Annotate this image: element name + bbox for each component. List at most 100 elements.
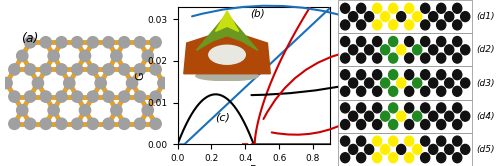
Circle shape xyxy=(380,111,390,121)
Circle shape xyxy=(444,111,454,121)
Text: (a): (a) xyxy=(21,32,38,45)
Circle shape xyxy=(420,53,430,63)
Circle shape xyxy=(372,153,382,163)
Circle shape xyxy=(460,144,470,154)
Circle shape xyxy=(24,37,36,48)
Circle shape xyxy=(356,103,366,113)
Circle shape xyxy=(412,111,422,121)
Circle shape xyxy=(340,53,349,63)
Circle shape xyxy=(356,37,366,46)
Circle shape xyxy=(436,86,446,96)
Circle shape xyxy=(103,64,114,75)
Circle shape xyxy=(396,78,406,88)
Circle shape xyxy=(340,153,349,163)
Circle shape xyxy=(134,37,145,48)
Circle shape xyxy=(150,91,161,102)
Circle shape xyxy=(134,64,145,75)
Circle shape xyxy=(364,45,374,55)
Circle shape xyxy=(1,77,12,89)
Circle shape xyxy=(372,20,382,30)
Circle shape xyxy=(428,45,438,55)
Circle shape xyxy=(436,53,446,63)
Circle shape xyxy=(56,37,67,48)
Circle shape xyxy=(24,118,36,129)
Circle shape xyxy=(452,86,462,96)
Circle shape xyxy=(388,153,398,163)
Circle shape xyxy=(436,20,446,30)
Circle shape xyxy=(436,103,446,113)
Circle shape xyxy=(72,118,83,129)
Circle shape xyxy=(444,12,454,22)
Circle shape xyxy=(444,144,454,154)
Circle shape xyxy=(348,144,358,154)
Circle shape xyxy=(436,136,446,146)
Circle shape xyxy=(428,78,438,88)
Circle shape xyxy=(340,70,349,80)
Circle shape xyxy=(150,118,161,129)
Circle shape xyxy=(110,105,122,116)
Circle shape xyxy=(142,105,154,116)
Circle shape xyxy=(372,103,382,113)
Circle shape xyxy=(436,37,446,46)
Circle shape xyxy=(404,103,414,113)
Circle shape xyxy=(340,37,349,46)
Circle shape xyxy=(364,12,374,22)
Circle shape xyxy=(87,64,99,75)
Bar xyxy=(338,0,471,33)
Circle shape xyxy=(420,86,430,96)
Circle shape xyxy=(340,103,349,113)
Circle shape xyxy=(356,20,366,30)
Circle shape xyxy=(340,20,349,30)
Circle shape xyxy=(348,12,358,22)
Circle shape xyxy=(452,103,462,113)
Circle shape xyxy=(24,91,36,102)
Circle shape xyxy=(436,153,446,163)
Circle shape xyxy=(87,91,99,102)
Circle shape xyxy=(372,86,382,96)
Circle shape xyxy=(142,50,154,62)
Circle shape xyxy=(24,64,36,75)
Circle shape xyxy=(404,120,414,129)
Circle shape xyxy=(118,118,130,129)
Text: (d4): (d4) xyxy=(476,112,495,121)
Circle shape xyxy=(340,120,349,129)
Text: (d2): (d2) xyxy=(476,45,495,54)
Circle shape xyxy=(412,12,422,22)
Circle shape xyxy=(80,105,90,116)
Circle shape xyxy=(460,45,470,55)
Circle shape xyxy=(380,12,390,22)
Circle shape xyxy=(412,78,422,88)
Circle shape xyxy=(388,86,398,96)
Circle shape xyxy=(388,120,398,129)
Text: (d3): (d3) xyxy=(476,79,495,87)
Circle shape xyxy=(388,53,398,63)
Circle shape xyxy=(452,153,462,163)
Circle shape xyxy=(404,53,414,63)
Circle shape xyxy=(404,153,414,163)
Circle shape xyxy=(72,91,83,102)
Circle shape xyxy=(9,91,20,102)
Circle shape xyxy=(356,86,366,96)
Circle shape xyxy=(48,105,60,116)
Circle shape xyxy=(16,50,28,62)
Circle shape xyxy=(158,77,169,89)
Circle shape xyxy=(404,86,414,96)
Circle shape xyxy=(396,111,406,121)
Circle shape xyxy=(436,120,446,129)
Circle shape xyxy=(72,37,83,48)
Circle shape xyxy=(372,70,382,80)
Circle shape xyxy=(372,53,382,63)
Circle shape xyxy=(40,64,52,75)
Circle shape xyxy=(348,45,358,55)
Circle shape xyxy=(32,77,44,89)
Circle shape xyxy=(118,91,130,102)
Circle shape xyxy=(72,64,83,75)
Circle shape xyxy=(460,111,470,121)
Circle shape xyxy=(404,20,414,30)
Circle shape xyxy=(452,3,462,13)
Circle shape xyxy=(103,118,114,129)
Circle shape xyxy=(134,91,145,102)
Circle shape xyxy=(404,3,414,13)
Circle shape xyxy=(420,37,430,46)
Circle shape xyxy=(340,3,349,13)
